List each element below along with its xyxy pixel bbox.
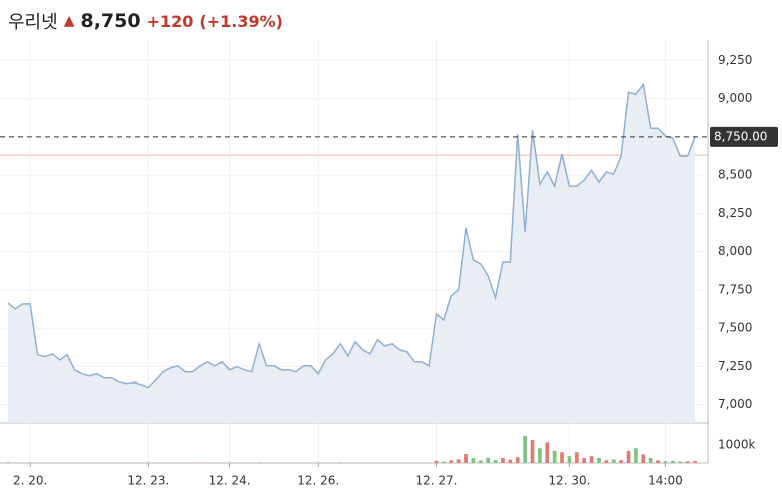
volume-bar (619, 460, 623, 463)
volume-bar (486, 457, 491, 463)
stock-name: 우리넷 (8, 12, 58, 33)
y-tick-label: 9,250 (718, 53, 752, 67)
volume-bar (582, 457, 587, 463)
volume-bar (6, 462, 10, 463)
y-tick-label: 7,500 (718, 321, 752, 335)
y-tick-label: 9,000 (718, 91, 752, 105)
volume-bar (656, 460, 660, 463)
volume-bar (685, 461, 690, 463)
volume-bar (434, 460, 439, 463)
volume-bar (523, 436, 527, 463)
volume-bar (574, 452, 579, 463)
volume-bar (545, 442, 550, 463)
x-tick-label: 12. 23. (127, 474, 169, 488)
volume-bar (670, 460, 675, 463)
header: 우리넷 ▲ 8,750 +120 (+1.39%) (8, 8, 283, 34)
volume-bar (597, 457, 601, 463)
x-tick-label: 12. 30. (548, 474, 590, 488)
y-tick-label: 8,000 (718, 244, 752, 258)
y-tick-label: 8,250 (718, 206, 752, 220)
x-tick-label: 14:00 (648, 474, 683, 488)
volume-bar (552, 450, 557, 463)
volume-tick-label: 1000k (718, 438, 756, 452)
volume-bar (471, 457, 476, 463)
volume-bar (626, 450, 631, 463)
volume-bar (508, 459, 513, 463)
volume-bar (456, 459, 461, 463)
last-price-box (710, 126, 778, 147)
volume-bar (493, 460, 498, 463)
volume-bar (641, 454, 646, 463)
y-tick-label: 7,250 (718, 359, 752, 373)
price: 8,750 (80, 10, 141, 32)
y-tick-label: 7,750 (718, 282, 752, 296)
chart: 7,000 7,250 7,500 7,750 8,000 8,250 8,500 8,750… (0, 40, 778, 488)
volume-bar (478, 460, 483, 463)
y-tick-label: 8,500 (718, 168, 752, 182)
volume-bar (611, 459, 616, 463)
y-tick-label: 7,000 (718, 397, 752, 411)
volume-bar (441, 461, 446, 463)
up-arrow: ▲ (63, 13, 75, 29)
volume-bar (464, 454, 468, 463)
area-fill (8, 84, 695, 424)
volume-bar (663, 461, 668, 463)
volume-bar (678, 461, 683, 463)
volume-bar (648, 457, 653, 463)
volume-bar (693, 461, 697, 463)
price-line (7, 82, 696, 389)
x-tick-label: 12. 27. (415, 474, 457, 488)
change: +120 (146, 11, 194, 31)
volume-bar (257, 462, 262, 463)
x-tick-label: 12. 24. (209, 474, 251, 488)
volume-bar (501, 457, 505, 463)
x-tick-label: 2. 20. (13, 474, 47, 488)
volume-bar (538, 448, 542, 463)
volume-bar (35, 462, 40, 463)
volume-bar (589, 456, 594, 463)
volume-bar (530, 440, 535, 463)
volume-bar (515, 457, 520, 463)
volume-bar (338, 462, 343, 463)
volume-bar (567, 456, 572, 463)
volume-bar (634, 448, 638, 463)
x-tick-label: 12. 26. (297, 474, 339, 488)
last-price-label: 8,750.00 (714, 129, 767, 143)
volume-bar (604, 460, 609, 463)
change-percent: (+1.39%) (199, 11, 283, 31)
volume-bar (560, 452, 564, 463)
volume-bar (449, 460, 454, 463)
